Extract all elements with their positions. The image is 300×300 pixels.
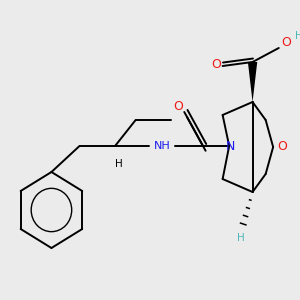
Text: NH: NH [154,141,170,151]
Polygon shape [248,62,257,102]
Text: H: H [115,159,123,169]
Text: N: N [225,140,235,152]
Text: O: O [211,58,221,70]
Text: O: O [278,140,287,154]
Text: H: H [296,31,300,41]
Text: H: H [238,233,245,243]
Text: O: O [174,100,184,112]
Text: O: O [281,35,291,49]
